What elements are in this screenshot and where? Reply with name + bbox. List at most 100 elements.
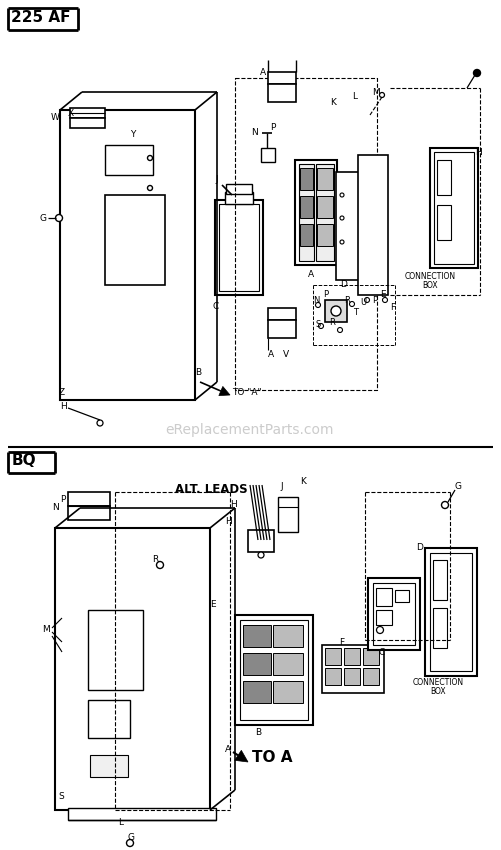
Text: T: T (353, 308, 358, 317)
Bar (88, 610, 143, 690)
Circle shape (258, 552, 264, 558)
Text: H: H (60, 402, 67, 411)
Text: D: D (416, 543, 423, 552)
Text: BOX: BOX (430, 687, 446, 696)
Bar (325, 300, 347, 322)
Bar (278, 497, 298, 532)
Text: S: S (58, 792, 64, 801)
Text: B: B (255, 728, 261, 737)
Circle shape (97, 420, 103, 426)
Bar (268, 72, 296, 84)
Bar (240, 620, 308, 720)
Bar (437, 205, 451, 240)
Text: 225 AF: 225 AF (11, 10, 71, 25)
Text: CONNECTION: CONNECTION (404, 272, 455, 281)
Bar (68, 506, 110, 520)
Text: M: M (42, 626, 50, 634)
Bar (235, 615, 313, 725)
Text: BOX: BOX (422, 281, 438, 290)
Bar (55, 528, 210, 810)
Bar (322, 645, 384, 693)
Bar (268, 84, 296, 102)
Text: TO A: TO A (252, 751, 293, 766)
Text: J: J (215, 175, 217, 184)
Text: N: N (52, 503, 59, 512)
Text: E: E (380, 290, 386, 299)
Bar (300, 168, 313, 190)
Bar (300, 224, 313, 246)
Bar (430, 148, 478, 268)
Bar (226, 184, 252, 194)
Text: F: F (340, 638, 345, 647)
Bar (325, 648, 341, 665)
Bar (60, 110, 195, 400)
Bar (268, 320, 296, 338)
Text: G: G (128, 833, 135, 842)
Circle shape (473, 70, 480, 76)
Text: H: H (475, 148, 482, 157)
Text: X: X (68, 109, 74, 118)
Text: C: C (213, 302, 219, 311)
Bar (68, 492, 110, 506)
Bar (344, 648, 360, 665)
Bar (295, 160, 337, 265)
Circle shape (147, 185, 152, 190)
Bar (90, 755, 128, 777)
Bar (273, 625, 303, 647)
Bar (373, 583, 415, 645)
Text: C: C (379, 648, 385, 657)
Bar (344, 668, 360, 685)
Text: L: L (118, 818, 123, 827)
Text: A: A (260, 68, 266, 77)
Text: V: V (283, 350, 289, 359)
Bar (325, 668, 341, 685)
Bar (273, 681, 303, 703)
Text: R: R (329, 318, 335, 327)
Circle shape (56, 214, 63, 222)
Bar (437, 160, 451, 195)
Text: W: W (51, 113, 60, 122)
Bar (299, 164, 314, 261)
Text: E: E (210, 600, 215, 609)
Bar (358, 155, 388, 295)
Circle shape (126, 840, 133, 847)
Text: H: H (230, 500, 237, 509)
Circle shape (441, 502, 448, 508)
Polygon shape (234, 751, 248, 762)
Bar (317, 196, 333, 218)
Text: M: M (372, 88, 380, 97)
Text: BQ: BQ (12, 453, 37, 468)
Bar (425, 548, 477, 676)
Text: CONNECTION: CONNECTION (412, 678, 463, 687)
Text: U: U (360, 298, 366, 307)
Text: N: N (313, 296, 319, 305)
Text: D: D (340, 280, 347, 289)
Bar (105, 195, 165, 285)
Bar (433, 608, 447, 648)
Text: TO "A": TO "A" (232, 388, 262, 396)
Bar (105, 145, 153, 175)
Circle shape (231, 195, 236, 200)
Bar (70, 118, 105, 128)
Text: A: A (268, 350, 274, 359)
Bar (243, 625, 271, 647)
Bar (368, 578, 420, 650)
Text: P: P (372, 296, 377, 305)
Bar (434, 152, 474, 264)
Bar (68, 808, 216, 820)
Text: P: P (270, 123, 276, 132)
Text: R: R (152, 555, 158, 564)
Bar (363, 648, 379, 665)
Bar (88, 700, 130, 738)
Bar (430, 553, 472, 671)
Text: K: K (330, 98, 336, 107)
Text: L: L (352, 92, 357, 101)
Bar (336, 172, 362, 280)
Bar (376, 588, 392, 606)
Bar (363, 668, 379, 685)
Text: Z: Z (59, 388, 65, 397)
Text: N: N (251, 128, 258, 137)
Bar (243, 681, 271, 703)
Bar (268, 308, 296, 320)
Text: A: A (225, 745, 231, 754)
